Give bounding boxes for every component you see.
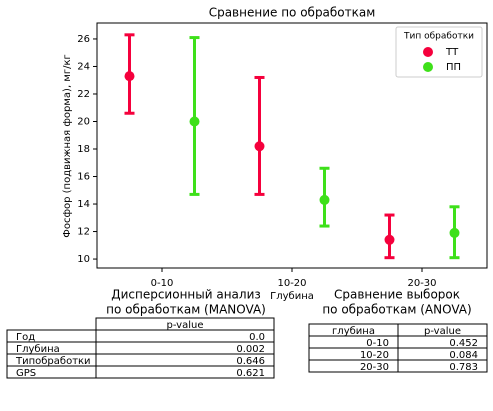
cell-text: 0.084 <box>449 350 478 361</box>
point <box>189 116 200 127</box>
y-tick-label: 20 <box>77 116 90 127</box>
legend-marker <box>423 62 433 72</box>
table-cell <box>95 329 275 343</box>
cell-text: 0.783 <box>449 362 478 373</box>
cell-text: 10-20 <box>360 350 389 361</box>
legend-title: Тип обработки <box>403 32 474 42</box>
header-text: глубина <box>332 326 375 337</box>
table-cell <box>95 365 275 379</box>
legend-box <box>395 26 483 78</box>
y-tick-label: 16 <box>77 172 90 183</box>
y-tick-label: 12 <box>77 227 90 238</box>
header-text: p-value <box>166 320 203 331</box>
point <box>254 141 265 152</box>
y-tick-label: 14 <box>77 199 90 210</box>
cell-text: 0.621 <box>236 368 265 379</box>
y-tick-label: 10 <box>77 254 90 265</box>
cell-text: 0.646 <box>236 356 265 367</box>
cell-text: 0.0 <box>249 332 265 343</box>
table-cell <box>397 359 488 373</box>
table-title: Дисперсионный анализ <box>111 288 261 302</box>
y-tick-label: 18 <box>77 144 90 155</box>
y-tick-label: 24 <box>77 61 90 72</box>
table-title: по обработкам (ANOVA) <box>322 303 471 317</box>
cell-text: 0-10 <box>366 338 389 349</box>
x-tick-label: 0-10 <box>151 278 174 289</box>
legend-marker <box>423 47 433 57</box>
y-axis-label: Фосфор (подвижная форма), мг/кг <box>62 54 73 238</box>
cell-text: Типобработки <box>15 356 91 367</box>
cell-text: 20-30 <box>360 362 389 373</box>
x-tick-label: 10-20 <box>277 278 306 289</box>
legend-label: ПП <box>446 62 461 73</box>
legend-label: ТТ <box>445 47 459 58</box>
cell-text: GPS <box>16 368 36 379</box>
y-tick-label: 22 <box>77 89 90 100</box>
cell-text: 0.002 <box>236 344 265 355</box>
chart-title: Сравнение по обработкам <box>209 6 376 20</box>
table-title: по обработкам (MANOVA) <box>106 303 266 317</box>
table-title: Сравнение выборок <box>334 288 460 302</box>
header-text: p-value <box>424 326 461 337</box>
x-axis-label: Глубина <box>270 291 314 302</box>
point <box>319 194 330 205</box>
y-tick-label: 26 <box>77 34 90 45</box>
cell-text: Глубина <box>16 344 60 355</box>
cell-text: 0.452 <box>449 338 478 349</box>
x-tick-label: 20-30 <box>407 278 436 289</box>
point <box>449 227 460 238</box>
point <box>124 71 135 82</box>
point <box>384 234 395 245</box>
cell-text: Год <box>16 332 35 343</box>
